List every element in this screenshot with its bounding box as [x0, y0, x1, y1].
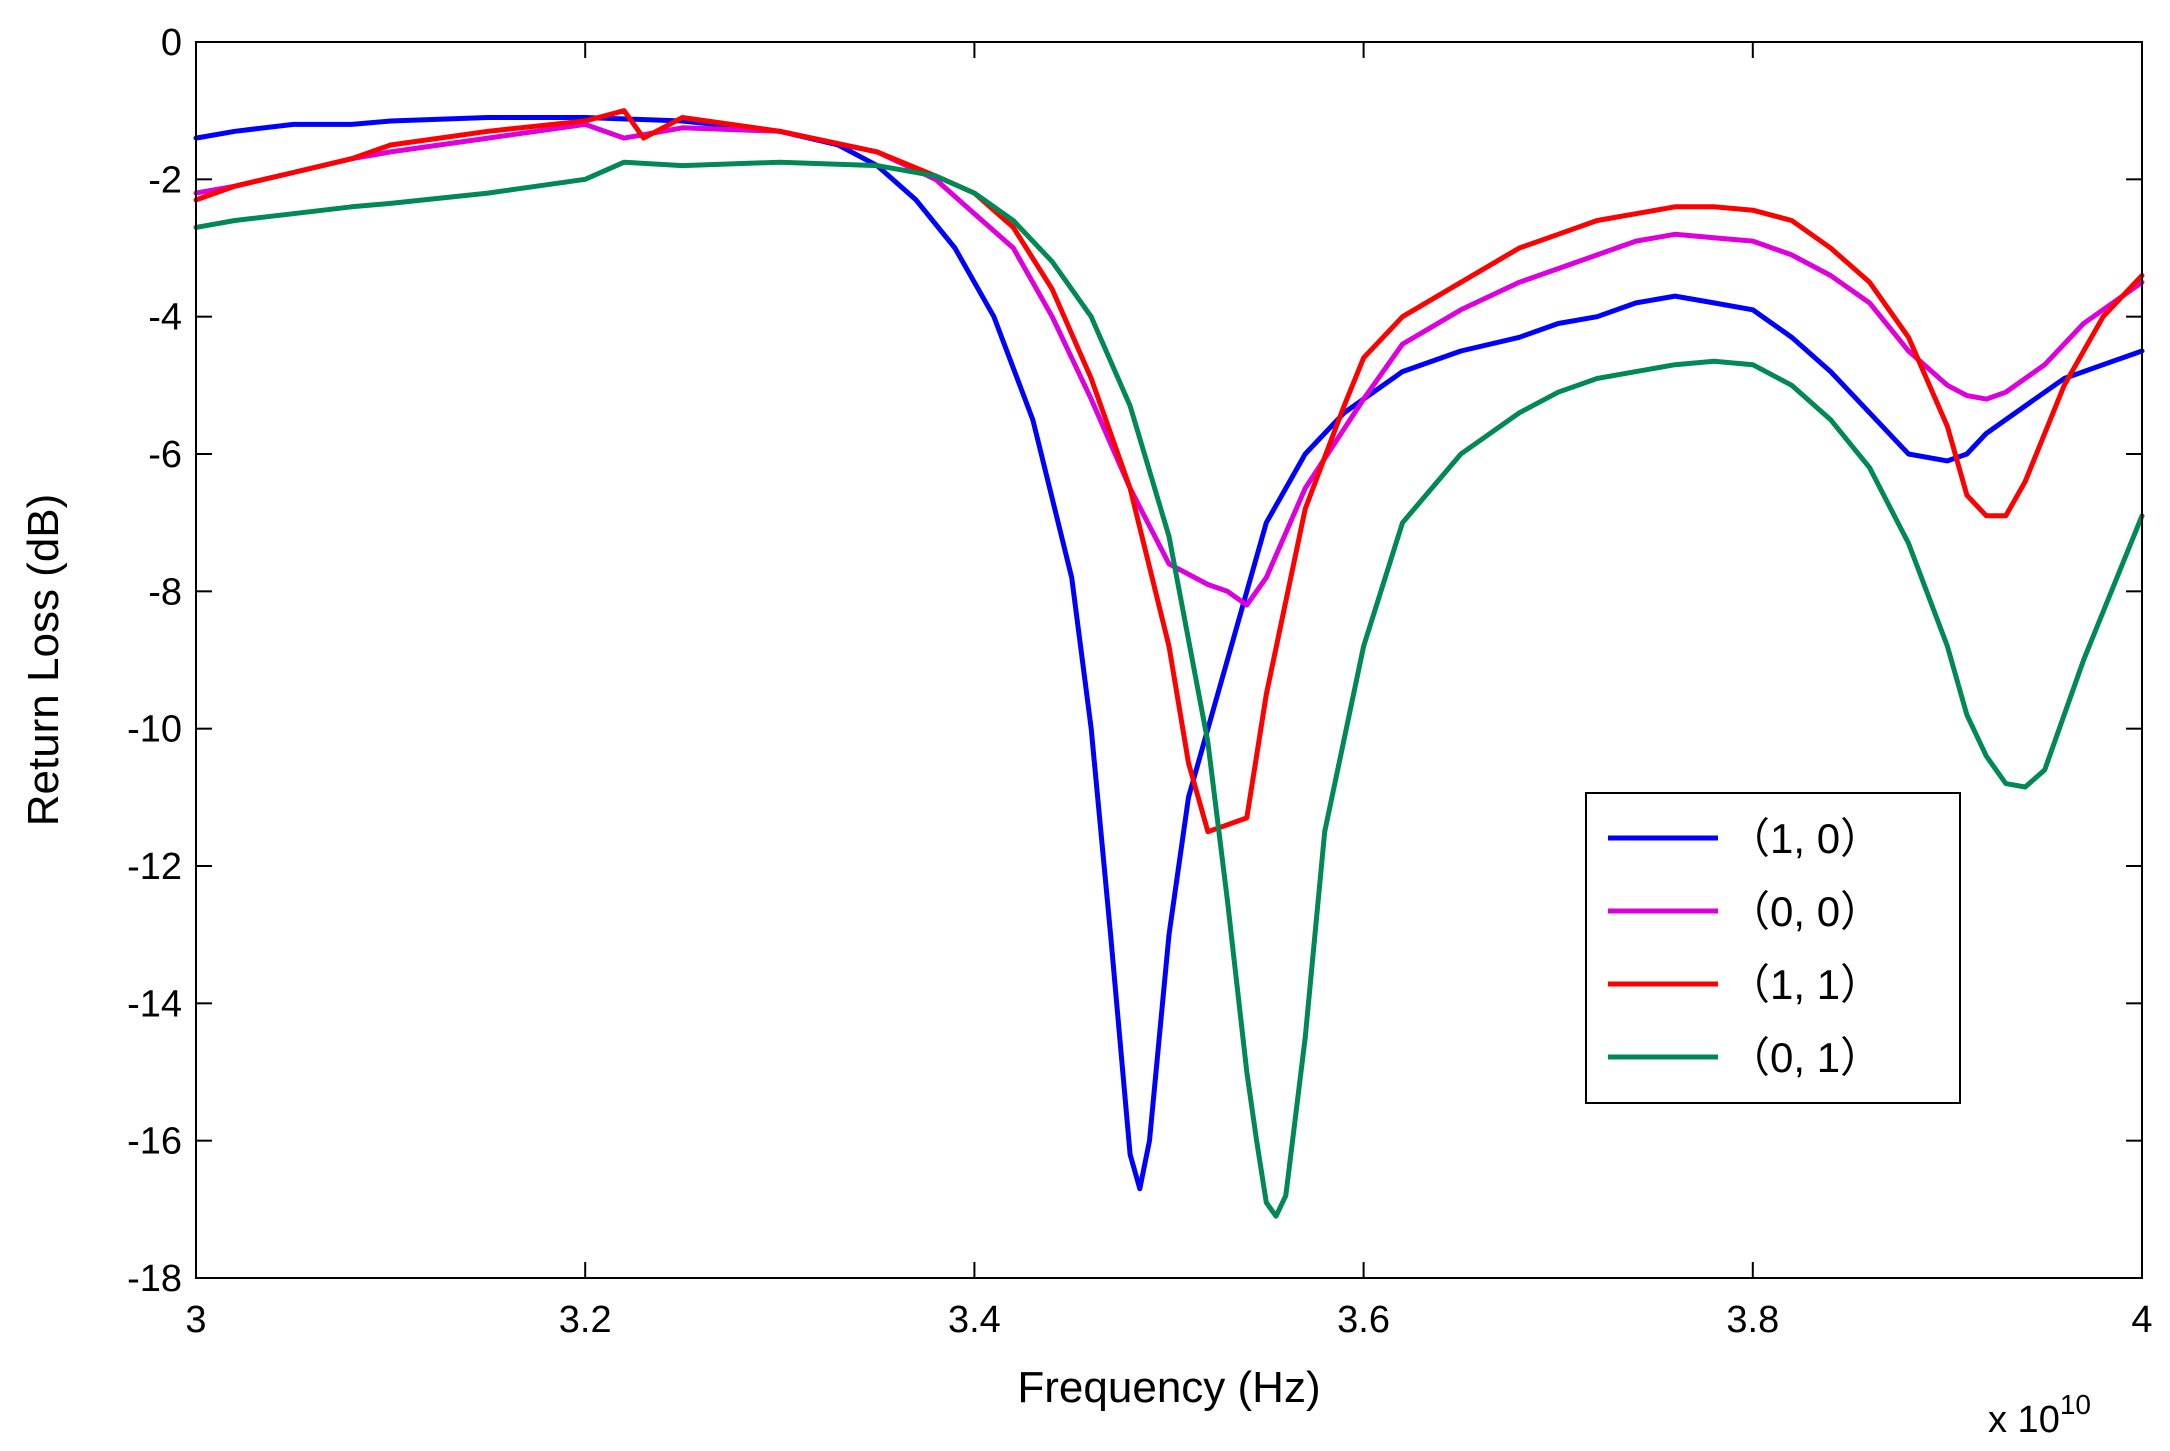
y-axis-label: Return Loss (dB): [19, 494, 68, 827]
series-line-4: [193, 159, 2145, 1219]
x-multiplier-base: x 10: [1988, 1399, 2060, 1441]
y-tick-label: -16: [127, 1121, 182, 1163]
x-tick-label: 3.8: [1726, 1299, 1779, 1341]
x-tick-label: 4: [2131, 1299, 2152, 1341]
x-multiplier-exponent: 10: [2060, 1389, 2091, 1420]
x-tick-label: 3: [185, 1299, 206, 1341]
series-line-2: [193, 121, 2145, 608]
plot-frame: [195, 41, 2143, 1279]
y-tick-label: -8: [148, 571, 182, 613]
x-tick-label: 3.4: [948, 1299, 1001, 1341]
x-multiplier: x 1010: [1988, 1389, 2091, 1441]
legend-label-2: （0, 0）: [1728, 888, 1882, 935]
y-tick-label: -18: [127, 1258, 182, 1300]
legend-box: [1585, 792, 1961, 1104]
y-tick-label: -12: [127, 846, 182, 888]
y-tick-label: -4: [148, 297, 182, 339]
x-tick-label: 3.6: [1337, 1299, 1390, 1341]
ticks-layer: 3 3.2 3.4 3.6 3.8 4 0 -2 -4 -6 -8 -10 -12 -14 -16 -18: [127, 22, 2152, 1341]
y-tick-label: -2: [148, 159, 182, 201]
legend: （1, 0） （0, 0） （1, 1） （0, 1）: [1585, 792, 1961, 1104]
y-tick-label: -6: [148, 434, 182, 476]
x-tick-label: 3.2: [559, 1299, 612, 1341]
y-tick-label: 0: [161, 22, 182, 64]
series-layer: [193, 108, 2145, 1219]
y-tick-label: -14: [127, 983, 182, 1025]
legend-label-4: （0, 1）: [1728, 1034, 1882, 1081]
x-axis-label: Frequency (Hz): [1017, 1363, 1320, 1412]
y-tick-label: -10: [127, 709, 182, 751]
legend-label-1: （1, 0）: [1728, 815, 1882, 862]
series-line-3: [193, 108, 2145, 835]
legend-label-3: （1, 1）: [1728, 961, 1882, 1008]
